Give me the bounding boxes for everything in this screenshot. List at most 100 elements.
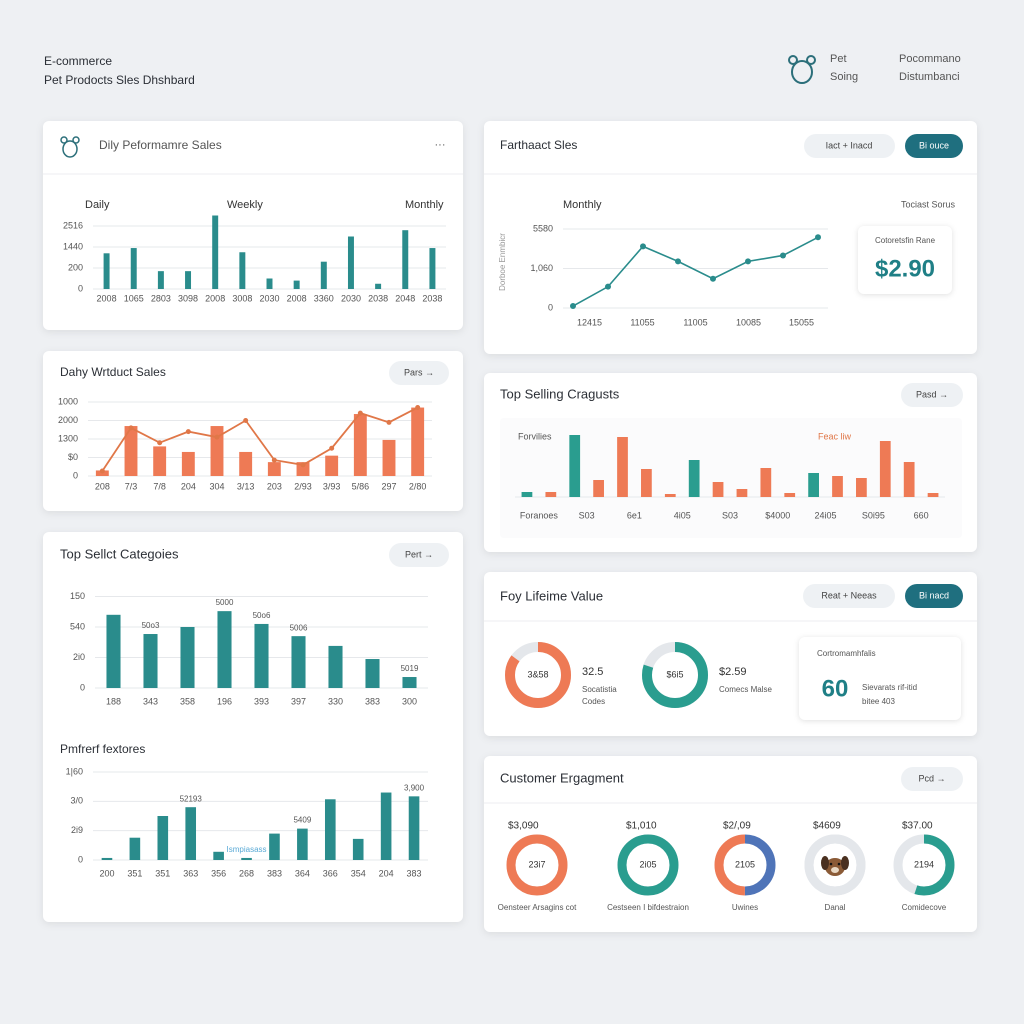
x-tick-label: 10085: [736, 317, 761, 327]
panel-title: Dily Peformamre Sales: [99, 138, 222, 152]
period-label[interactable]: Monthly: [405, 199, 444, 211]
x-tick-label: 304: [209, 481, 224, 491]
brand-icon: [788, 55, 816, 84]
donut-caption: Comidecove: [902, 903, 947, 912]
x-tick-label: 393: [254, 696, 269, 706]
x-tick-label: 2008: [205, 293, 225, 303]
bar: [324, 799, 336, 860]
x-tick-label: 297: [381, 481, 396, 491]
x-tick-label: 3360: [314, 293, 334, 303]
donut-caption: Uwines: [732, 903, 758, 912]
x-tick-label: 2038: [422, 293, 442, 303]
period-label[interactable]: Weekly: [227, 199, 263, 211]
button[interactable]: [803, 584, 895, 608]
x-tick-label: 2/93: [294, 481, 312, 491]
panel-title: Customer Ergagment: [500, 770, 624, 785]
button[interactable]: [804, 134, 895, 158]
x-tick-label: 188: [106, 696, 121, 706]
bar: [879, 441, 891, 497]
button-label[interactable]: Pars →: [404, 367, 434, 377]
brand-text: Pet: [830, 53, 847, 65]
donut-top-label: $3,090: [508, 821, 539, 832]
x-tick-label: 383: [267, 868, 282, 878]
donut-center: 3&58: [527, 669, 548, 679]
button[interactable]: [389, 361, 449, 385]
bar-label: 3,900: [404, 783, 425, 792]
line-point: [357, 410, 363, 416]
y-tick-label: 0: [548, 302, 553, 312]
button-label[interactable]: Bi ouce: [919, 140, 949, 150]
x-tick-label: 364: [295, 868, 310, 878]
button[interactable]: [901, 767, 963, 791]
line-point: [157, 440, 163, 446]
button[interactable]: [905, 134, 963, 158]
x-tick-label: 3/13: [237, 481, 255, 491]
x-tick-label: 11055: [630, 317, 654, 327]
bar: [347, 236, 354, 289]
button-label[interactable]: Pcd →: [918, 773, 945, 783]
x-tick-label: 363: [183, 868, 198, 878]
button-label[interactable]: Bi nacd: [919, 590, 949, 600]
button-label[interactable]: Reat + Neeas: [821, 590, 877, 600]
bar: [291, 636, 306, 688]
donut-segment: [506, 834, 568, 896]
kpi-caption: Sievarats rif-itid: [862, 683, 917, 692]
panel-title: Foy Lifeime Value: [500, 588, 603, 603]
x-tick-label: 354: [351, 868, 366, 878]
bar: [241, 857, 252, 860]
bar: [545, 492, 557, 497]
menu[interactable]: ···: [435, 139, 446, 151]
bar: [153, 446, 167, 476]
button[interactable]: [389, 543, 449, 567]
bar: [408, 796, 420, 860]
donut-segment: [617, 834, 679, 896]
x-tick-label: Foranoes: [520, 510, 559, 520]
x-tick-label: 397: [291, 696, 306, 706]
bar: [129, 837, 141, 860]
x-tick-label: 383: [365, 696, 380, 706]
bar: [411, 407, 425, 476]
x-tick-label: 300: [402, 696, 417, 706]
x-tick-label: 11005: [683, 317, 707, 327]
donut-center: 2i05: [639, 859, 656, 869]
y-tick-label: 0: [78, 854, 83, 864]
panel: [43, 532, 463, 922]
button-label[interactable]: Iact + Inacd: [826, 140, 873, 150]
y-tick-label: 2i0: [73, 652, 85, 662]
button-label[interactable]: Pasd →: [916, 389, 948, 399]
bar: [213, 851, 224, 860]
bar: [664, 494, 676, 497]
button-label[interactable]: Pert →: [405, 549, 433, 559]
donut-center: 2194: [914, 859, 934, 869]
bar-label: 50o6: [253, 611, 271, 620]
x-tick-label: 2/80: [409, 481, 427, 491]
donut-value: $2.59: [719, 666, 747, 678]
donut-caption: Codes: [582, 697, 605, 706]
x-tick-label: 2038: [368, 293, 388, 303]
y-axis-label: Dorboe Enmbicr: [498, 233, 507, 291]
bar: [296, 462, 310, 476]
x-tick-label: 268: [239, 868, 254, 878]
line-point: [214, 434, 220, 440]
line-point: [99, 468, 105, 474]
x-tick-label: S03: [579, 510, 595, 520]
panel: [484, 121, 977, 354]
panel-title: Top Selling Cragusts: [500, 386, 620, 401]
button[interactable]: [901, 383, 963, 407]
panel-title: Dahy Wrtduct Sales: [60, 365, 166, 379]
button[interactable]: [905, 584, 963, 608]
bar: [181, 451, 195, 476]
x-tick-label: 366: [323, 868, 338, 878]
y-tick-label: 5580: [533, 223, 553, 233]
donut-top-label: $4609: [813, 821, 841, 832]
x-tick-label: 2008: [97, 293, 117, 303]
annotation: Forvilies: [518, 431, 552, 441]
chart-area: [500, 418, 962, 538]
bar: [429, 248, 436, 289]
x-tick-label: 196: [217, 696, 232, 706]
donut-caption: Oensteer Arsagins cot: [498, 903, 577, 912]
x-tick-label: 4i05: [674, 510, 691, 520]
bar: [293, 280, 300, 289]
bar: [808, 473, 819, 497]
period-label[interactable]: Daily: [85, 199, 110, 211]
